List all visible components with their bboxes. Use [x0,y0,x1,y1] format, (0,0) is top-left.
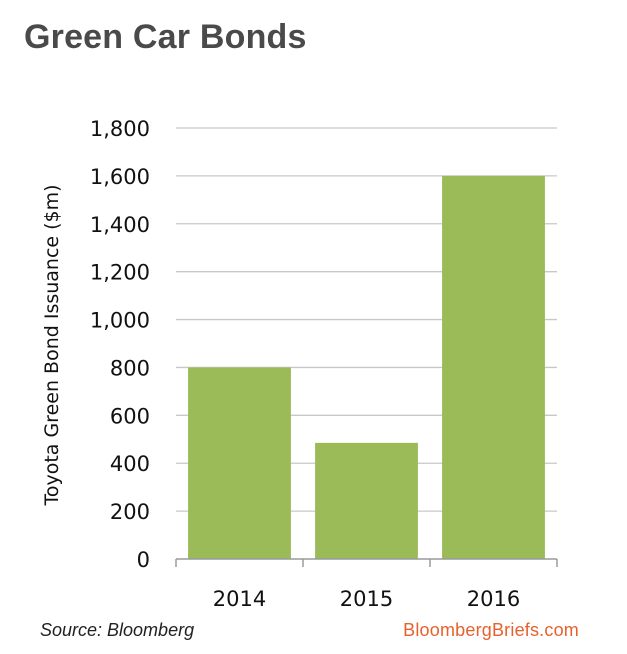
brand-logo-text: BloombergBriefs.com [403,620,579,640]
bar-2015 [315,442,418,559]
y-tick-label: 1,200 [90,261,150,285]
y-tick-label: 1,600 [90,165,150,189]
x-tick-label: 2014 [213,587,266,611]
bar-2016 [442,175,545,559]
y-tick-labels: 0 200 400 600 800 1,000 1,200 1,400 1,600 1,800 [90,117,150,572]
y-tick-label: 1,800 [90,117,150,141]
y-tick-label: 600 [110,404,150,428]
bars [188,175,545,559]
y-tick-label: 1,000 [90,309,150,333]
y-tick-label: 200 [110,500,150,524]
x-tick-label: 2015 [340,587,393,611]
axes [175,558,558,567]
source-note: Source: Bloomberg [40,620,195,640]
chart-title: Green Car Bonds [24,18,307,56]
bar-2014 [188,367,291,559]
y-tick-label: 0 [137,548,150,572]
y-tick-label: 800 [110,356,150,380]
x-tick-labels: 2014 2015 2016 [213,587,520,611]
y-axis-label: Toyota Green Bond Issuance ($m) [41,184,63,506]
y-tick-label: 400 [110,452,150,476]
x-tick-label: 2016 [467,587,520,611]
y-tick-label: 1,400 [90,213,150,237]
